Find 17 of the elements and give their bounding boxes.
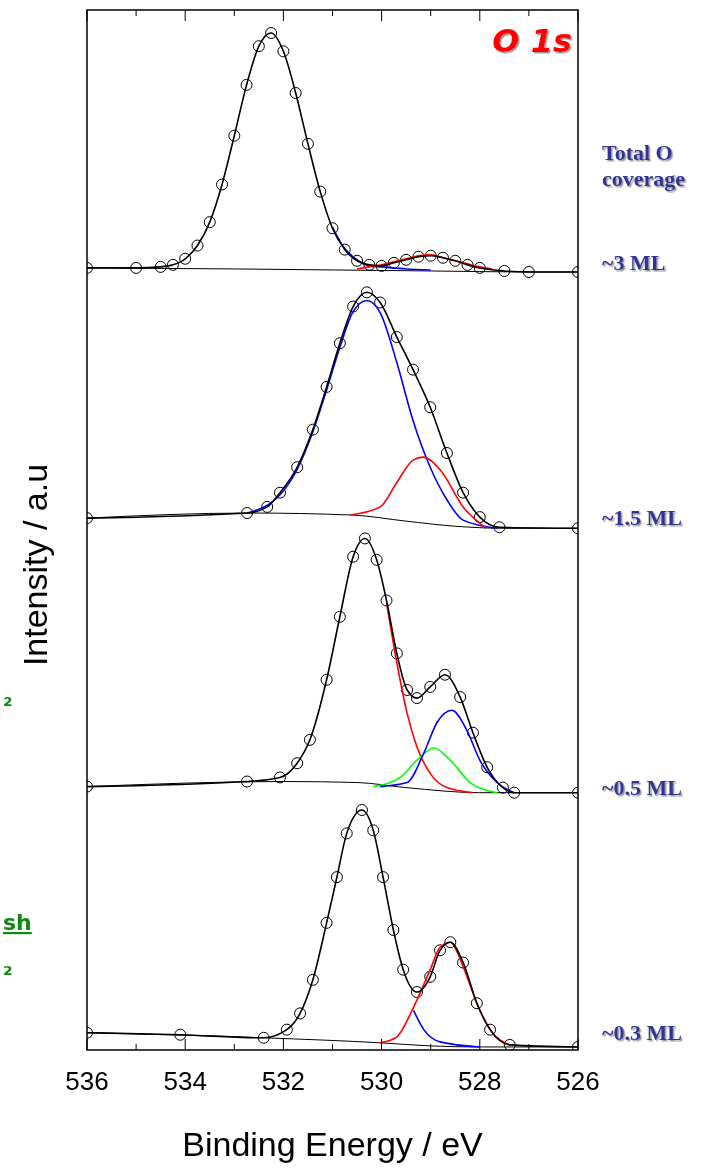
text: ~3 ML xyxy=(602,250,666,275)
chart-title: O 1s xyxy=(492,22,572,60)
x-tick-label: 528 xyxy=(458,1066,502,1096)
x-tick-label: 536 xyxy=(65,1066,109,1096)
text: ₂ xyxy=(3,955,13,980)
text: ~1.5 ML xyxy=(602,505,682,530)
x-axis-title: Binding Energy / eV xyxy=(182,1125,484,1163)
text: ~0.3 ML xyxy=(602,1020,682,1045)
text: ₂ xyxy=(3,686,13,711)
x-tick-label: 530 xyxy=(359,1066,404,1096)
x-tick-label: 532 xyxy=(261,1066,306,1096)
text: ~0.5 ML xyxy=(602,775,682,800)
x-tick-label: 534 xyxy=(163,1066,207,1096)
y-axis-title: Intensity / a.u xyxy=(16,463,54,667)
x-tick-label: 526 xyxy=(556,1066,600,1096)
text: sh xyxy=(3,910,32,935)
text: Total O coverage xyxy=(602,140,686,191)
